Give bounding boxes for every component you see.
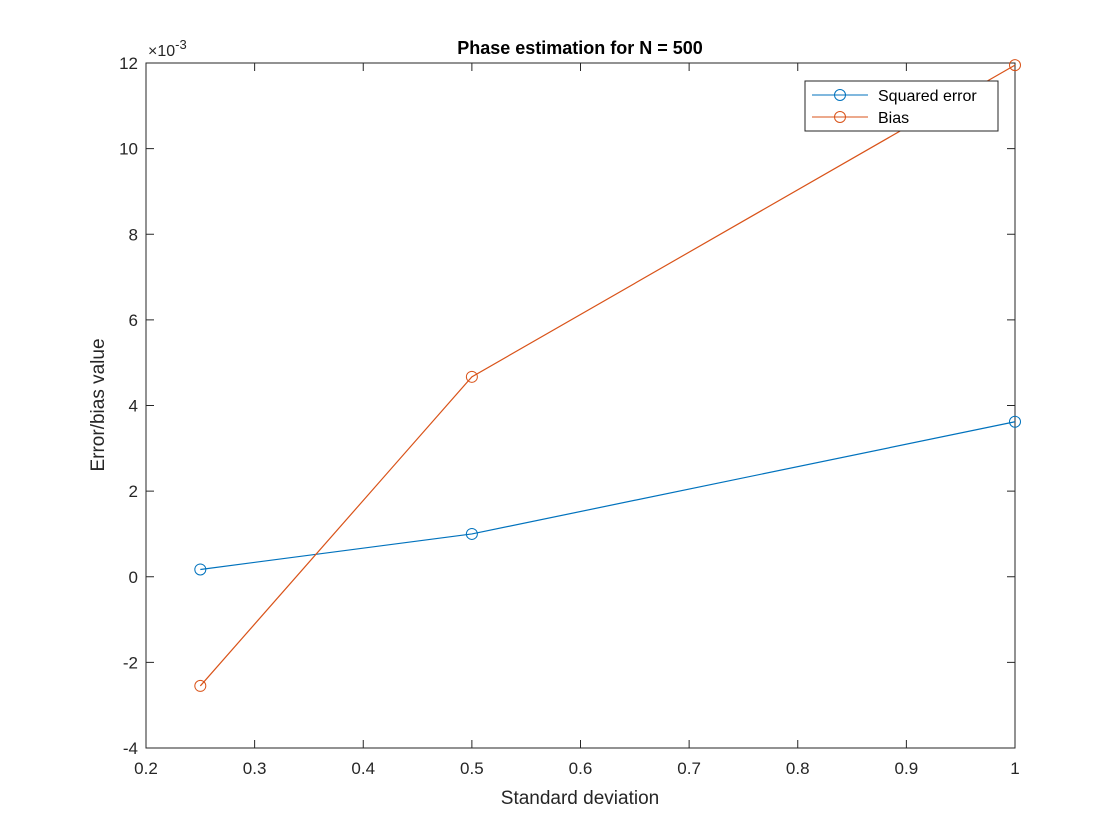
y-tick-label: 8 [129, 225, 138, 244]
legend-box [804, 80, 999, 132]
y-tick-label: -2 [123, 653, 138, 672]
y-tick-label: 0 [129, 568, 138, 587]
legend-label-bias: Bias [878, 110, 909, 127]
y-tick-label: 2 [129, 482, 138, 501]
x-tick-label: 0.2 [134, 759, 158, 778]
y-axis-label: Error/bias value [88, 338, 109, 471]
y-multiplier-exponent: -3 [175, 37, 187, 52]
x-tick-label: 1 [1010, 759, 1019, 778]
legend-marker-squared-error [834, 89, 846, 101]
series-line-bias [199, 64, 1016, 687]
x-tick-label: 0.9 [895, 759, 919, 778]
series-line-squared-error [200, 421, 1016, 571]
x-axis-label: Standard deviation [501, 788, 659, 809]
data-point-bias [1009, 59, 1021, 72]
y-multiplier-base: ×10 [148, 43, 175, 60]
x-tick-label: 0.7 [677, 759, 701, 778]
legend: Squared error Bias [804, 80, 999, 132]
data-point-squared-error [1009, 415, 1021, 428]
y-tick-label: 10 [119, 140, 138, 159]
data-point-squared-error [194, 563, 207, 576]
y-tick-label: 6 [129, 311, 138, 330]
data-point-bias [194, 679, 207, 692]
x-tick-label: 0.3 [243, 759, 267, 778]
chart-title: Phase estimation for N = 500 [457, 38, 703, 58]
series-group [194, 59, 1021, 692]
y-multiplier-label: ×10-3 [148, 37, 187, 60]
y-tick-label: 12 [119, 54, 138, 73]
x-tick-label: 0.6 [569, 759, 593, 778]
plot-area [145, 62, 1016, 749]
x-tick-label: 0.4 [351, 759, 375, 778]
x-tick-label: 0.5 [460, 759, 484, 778]
legend-marker-bias [834, 111, 846, 123]
data-point-bias [465, 370, 478, 383]
y-tick-label: -4 [123, 739, 138, 758]
tick-group: 0.2 0.3 0.4 0.5 0.6 0.7 0.8 0.9 1 -4 -2 0 2 4 6 8 10 12 [119, 54, 1020, 778]
x-tick-label: 0.8 [786, 759, 810, 778]
data-point-squared-error [465, 527, 478, 540]
legend-label-squared-error: Squared error [878, 88, 977, 105]
y-tick-label: 4 [129, 397, 138, 416]
